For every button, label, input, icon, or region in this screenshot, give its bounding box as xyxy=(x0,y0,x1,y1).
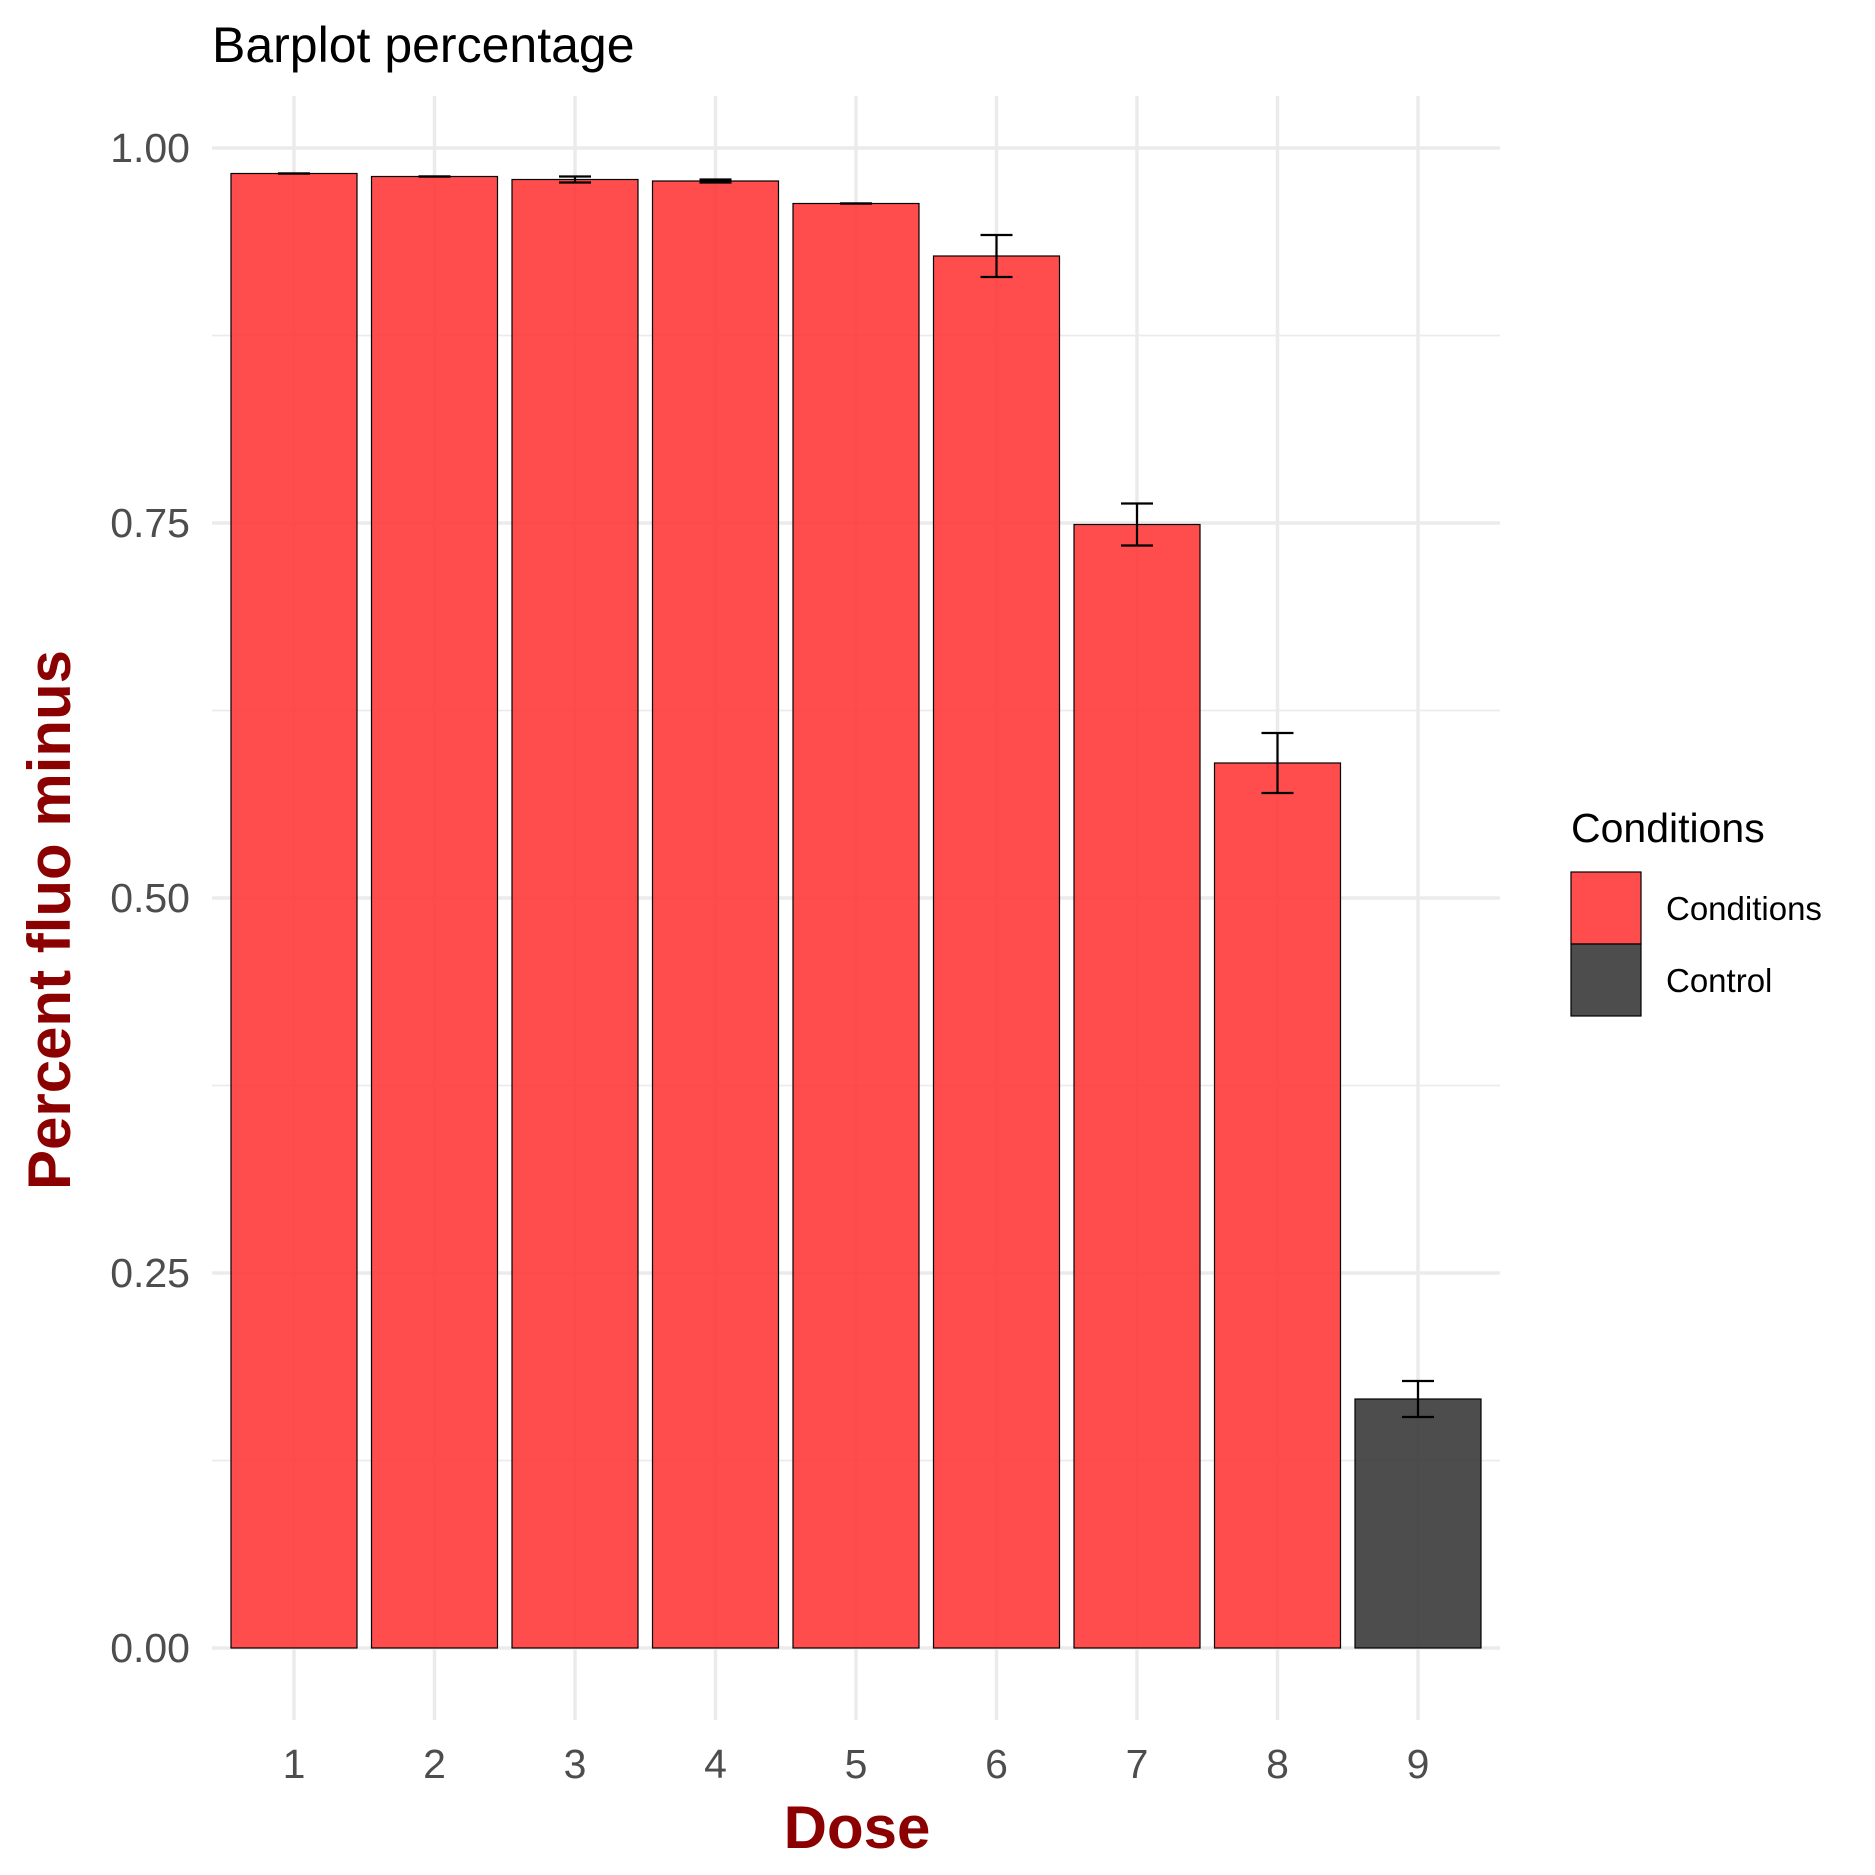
bar-1 xyxy=(230,172,358,1649)
legend-label-control: Control xyxy=(1666,962,1772,999)
y-tick-labels: 0.00 0.25 0.50 0.75 1.00 xyxy=(110,125,190,1671)
x-tick-label-2: 2 xyxy=(423,1741,446,1787)
error-bar-8 xyxy=(1261,731,1294,795)
bars xyxy=(230,172,1482,1649)
error-bar-6 xyxy=(980,233,1013,279)
error-bar-4 xyxy=(699,178,732,184)
bar-5 xyxy=(792,202,920,1649)
y-tick-label-1: 0.25 xyxy=(110,1250,190,1296)
bar-3 xyxy=(511,178,639,1649)
bar-2 xyxy=(370,175,499,1649)
x-tick-label-7: 7 xyxy=(1126,1741,1149,1787)
error-bars xyxy=(278,172,1434,1419)
legend-key-conditions xyxy=(1570,871,1642,945)
chart-title: Barplot percentage xyxy=(212,17,635,73)
bar-4 xyxy=(651,180,780,1649)
y-axis-title: Percent fluo minus xyxy=(16,650,83,1190)
x-tick-label-3: 3 xyxy=(564,1741,587,1787)
bar-9 xyxy=(1354,1398,1482,1649)
y-tick-label-3: 0.75 xyxy=(110,500,190,546)
y-tick-label-2: 0.50 xyxy=(110,875,190,921)
error-bar-9 xyxy=(1402,1379,1434,1419)
legend-key-control xyxy=(1570,943,1642,1017)
x-tick-label-5: 5 xyxy=(845,1741,868,1787)
x-tick-label-9: 9 xyxy=(1407,1741,1430,1787)
legend-label-conditions: Conditions xyxy=(1666,890,1822,927)
x-tick-labels: 1 2 3 4 5 6 7 8 9 xyxy=(283,1741,1430,1787)
x-tick-label-1: 1 xyxy=(283,1741,306,1787)
y-tick-label-4: 1.00 xyxy=(110,125,190,171)
x-tick-label-4: 4 xyxy=(704,1741,727,1787)
legend: Conditions Conditions Control xyxy=(1570,805,1822,1017)
bar-8 xyxy=(1213,762,1342,1649)
x-tick-label-6: 6 xyxy=(985,1741,1008,1787)
y-tick-label-0: 0.00 xyxy=(110,1625,190,1671)
error-bar-3 xyxy=(559,175,591,184)
legend-title: Conditions xyxy=(1571,805,1765,851)
x-axis-title: Dose xyxy=(784,1794,931,1861)
bar-7 xyxy=(1073,523,1201,1649)
bar-6 xyxy=(932,255,1061,1649)
x-tick-label-8: 8 xyxy=(1266,1741,1289,1787)
error-bar-7 xyxy=(1121,502,1153,547)
